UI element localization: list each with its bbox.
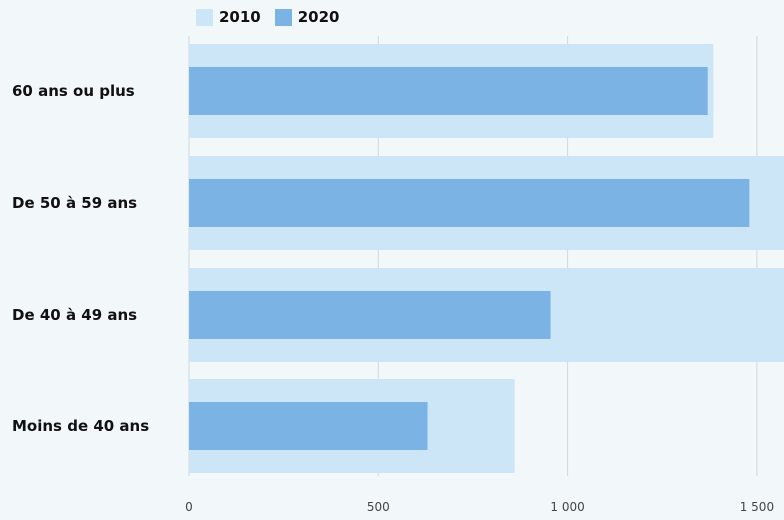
bar-2020 <box>189 179 750 227</box>
category-label: Moins de 40 ans <box>12 417 149 435</box>
bar-2020 <box>189 402 428 450</box>
x-tick-label: 500 <box>367 500 390 514</box>
legend-item-2010: 2010 <box>196 8 261 26</box>
legend-label-2010: 2010 <box>219 8 261 26</box>
legend-label-2020: 2020 <box>297 8 340 26</box>
category-label: De 40 à 49 ans <box>12 306 137 324</box>
category-label: De 50 à 59 ans <box>12 194 137 212</box>
legend-item-2020: 2020 <box>274 8 340 26</box>
x-tick-label: 1 500 <box>740 500 774 514</box>
bar-2020 <box>189 291 551 339</box>
legend: 2010 2020 <box>196 6 340 28</box>
bar-2020 <box>189 67 708 115</box>
x-tick-label: 0 <box>185 500 193 514</box>
x-tick-label: 1 000 <box>550 500 584 514</box>
legend-swatch-2010 <box>196 8 213 26</box>
category-label: 60 ans ou plus <box>12 82 135 100</box>
legend-swatch-2020 <box>274 8 292 26</box>
